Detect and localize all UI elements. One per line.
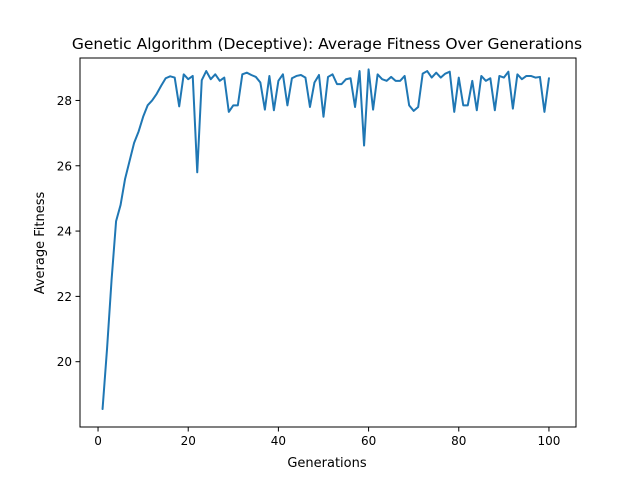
- plot-area: 0 20 40 60 80 100 20 22 24 26 28: [57, 57, 577, 448]
- y-tick-label-4: 28: [57, 94, 72, 108]
- x-tick-label-5: 100: [537, 434, 560, 448]
- x-tick-label-3: 60: [361, 434, 376, 448]
- y-tick-label-3: 26: [57, 159, 72, 173]
- y-axis-label: Average Fitness: [33, 192, 48, 295]
- x-tick-label-1: 20: [181, 434, 196, 448]
- x-axis-label: Generations: [287, 456, 367, 471]
- x-tick-label-0: 0: [94, 434, 102, 448]
- series-line-0: [101, 68, 550, 411]
- x-tick-label-4: 80: [451, 434, 466, 448]
- x-tick-label-2: 40: [271, 434, 286, 448]
- chart-title: Genetic Algorithm (Deceptive): Average F…: [72, 35, 582, 53]
- plot-frame: [79, 57, 577, 428]
- y-tick-label-1: 22: [57, 290, 72, 304]
- y-tick-label-0: 20: [57, 355, 72, 369]
- y-tick-label-2: 24: [57, 225, 72, 239]
